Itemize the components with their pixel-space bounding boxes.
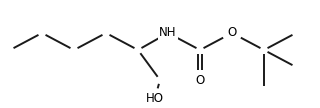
Text: HO: HO (146, 91, 164, 105)
Text: O: O (196, 74, 204, 87)
Text: O: O (228, 26, 236, 40)
Text: NH: NH (159, 26, 177, 40)
